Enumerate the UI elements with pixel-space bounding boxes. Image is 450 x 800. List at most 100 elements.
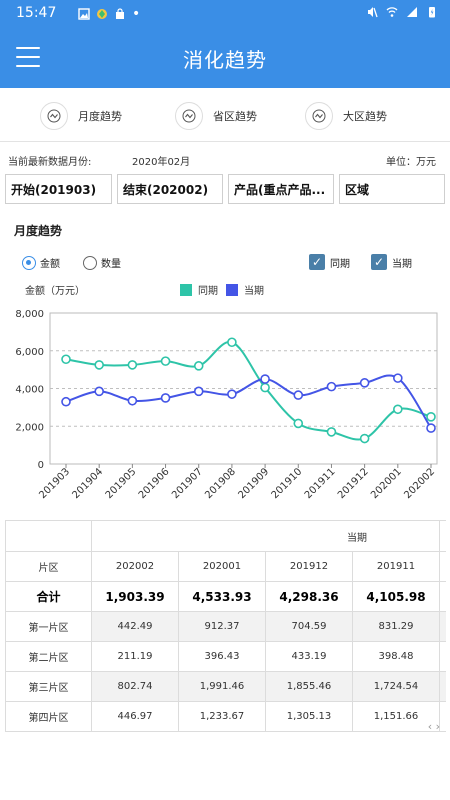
trend-icon bbox=[305, 102, 333, 130]
table-cell: 446.97 bbox=[91, 701, 179, 732]
data-point-current bbox=[127, 395, 138, 406]
quantity-radio[interactable]: 数量 bbox=[83, 255, 121, 270]
series-line-current bbox=[65, 374, 432, 429]
table-cell: 1,233.67 bbox=[178, 701, 266, 732]
table-column-header[interactable]: 202002 bbox=[91, 551, 179, 582]
y-axis-label: 金额（万元） bbox=[25, 286, 85, 297]
amount-radio[interactable]: 金额 bbox=[22, 255, 60, 270]
data-point-yoy bbox=[160, 356, 171, 366]
table-column-header[interactable]: 201912 bbox=[265, 551, 353, 582]
data-point-current bbox=[260, 374, 270, 384]
table-cell: 442.49 bbox=[91, 611, 179, 642]
tab-label: 省区趋势 bbox=[213, 110, 257, 123]
shopping-bag-icon bbox=[116, 8, 124, 19]
data-point-yoy bbox=[326, 427, 337, 437]
quantity-label: 数量 bbox=[101, 259, 121, 270]
y-tick-label: 6,000 bbox=[15, 347, 44, 358]
gallery-icon bbox=[78, 8, 90, 20]
legend-label: 当期 bbox=[244, 286, 264, 297]
table-cell: 4,105.98 bbox=[352, 581, 440, 612]
x-tick-label: 202001 bbox=[369, 466, 404, 501]
radio-unselected-icon bbox=[83, 255, 97, 270]
y-tick-label: 2,000 bbox=[15, 422, 44, 433]
wifi-icon bbox=[386, 7, 398, 17]
app-bar: 消化趋势 bbox=[0, 27, 450, 88]
checkmark-icon: ✓ bbox=[371, 254, 387, 270]
latest-month-value: 2020年02月 bbox=[132, 157, 191, 168]
legend-swatch bbox=[180, 283, 192, 296]
data-point-current bbox=[426, 423, 436, 433]
series-line-yoy bbox=[65, 341, 432, 441]
y-tick-label: 4,000 bbox=[15, 385, 44, 396]
table-cell: 211.19 bbox=[91, 641, 179, 672]
trend-icon bbox=[175, 102, 203, 130]
data-point-yoy bbox=[61, 354, 71, 365]
data-point-yoy bbox=[293, 418, 304, 429]
table-cell: 1,991.46 bbox=[178, 671, 266, 702]
x-tick-label: 201906 bbox=[137, 466, 172, 501]
table-cell: 1,903.39 bbox=[91, 581, 179, 612]
x-tick-label: 201904 bbox=[71, 466, 106, 501]
notification-dot: • bbox=[132, 6, 141, 22]
table-cell: 1,305.13 bbox=[265, 701, 353, 732]
table-cell: 1,151.66 bbox=[352, 701, 440, 732]
data-point-yoy bbox=[260, 382, 270, 393]
data-point-yoy bbox=[227, 337, 237, 348]
filter-bar: 开始(201903) 结束(202002) 产品(重点产品... 区域 bbox=[0, 174, 450, 206]
amount-label: 金额 bbox=[40, 259, 60, 270]
monthly-trend-chart: 02,0004,0006,0008,0002019032019042019052… bbox=[15, 309, 438, 501]
tab-region-trend[interactable]: 大区趋势 bbox=[305, 102, 387, 130]
legend-item-yoy[interactable]: 同期 bbox=[180, 282, 218, 297]
row-name: 第三片区 bbox=[5, 671, 92, 702]
y-tick-label: 0 bbox=[38, 460, 44, 471]
data-point-current bbox=[193, 386, 204, 397]
legend-swatch bbox=[226, 283, 238, 296]
table-scroll-arrows[interactable]: ‹ › bbox=[427, 720, 440, 733]
table-group-header: 当期 bbox=[91, 520, 440, 552]
product-filter[interactable]: 产品(重点产品... bbox=[228, 174, 334, 204]
table-row: 第四片区 446.97 1,233.67 1,305.13 1,151.66 bbox=[5, 701, 446, 732]
table-row: 第二片区 211.19 396.43 433.19 398.48 bbox=[5, 641, 446, 672]
radio-selected-icon bbox=[22, 255, 36, 270]
table-group-header-row: 当期 bbox=[5, 520, 446, 552]
table-cell: 4,298.36 bbox=[265, 581, 353, 612]
data-point-current bbox=[293, 390, 304, 400]
x-tick-label: 201905 bbox=[104, 466, 139, 501]
table-cell: 4,533.93 bbox=[178, 581, 266, 612]
x-tick-label: 201903 bbox=[37, 466, 72, 501]
x-tick-label: 201912 bbox=[336, 466, 371, 501]
table-column-header[interactable]: 202001 bbox=[178, 551, 266, 582]
trend-tabs: 月度趋势 省区趋势 大区趋势 bbox=[0, 88, 450, 142]
legend-item-current[interactable]: 当期 bbox=[226, 282, 264, 297]
tab-province-trend[interactable]: 省区趋势 bbox=[175, 102, 257, 130]
x-tick-label: 201909 bbox=[236, 466, 271, 501]
table-cell: 802.74 bbox=[91, 671, 179, 702]
table-row: 第一片区 442.49 912.37 704.59 831.29 bbox=[5, 611, 446, 642]
region-filter[interactable]: 区域 bbox=[339, 174, 445, 204]
status-time: 15:47 bbox=[16, 5, 57, 21]
x-tick-label: 201908 bbox=[203, 466, 238, 501]
table-cell: 831.29 bbox=[352, 611, 440, 642]
data-point-yoy bbox=[393, 404, 403, 415]
tab-monthly-trend[interactable]: 月度趋势 bbox=[40, 102, 122, 130]
legend-label: 同期 bbox=[198, 286, 218, 297]
table-column-header[interactable]: 201911 bbox=[352, 551, 440, 582]
data-point-yoy bbox=[94, 360, 104, 370]
data-point-current bbox=[359, 378, 370, 388]
start-month-filter[interactable]: 开始(201903) bbox=[5, 174, 112, 204]
current-checkbox[interactable]: ✓ 当期 bbox=[371, 254, 412, 270]
signal-icon bbox=[407, 7, 417, 17]
data-point-yoy bbox=[193, 361, 204, 371]
yoy-label: 同期 bbox=[330, 258, 350, 270]
data-meta-row: 当前最新数据月份: 2020年02月 单位：万元 bbox=[0, 150, 450, 170]
data-point-current bbox=[227, 389, 237, 399]
chart-legend-row: 金额（万元） 同期 当期 bbox=[0, 280, 450, 298]
tab-label: 大区趋势 bbox=[343, 110, 387, 123]
yoy-checkbox[interactable]: ✓ 同期 bbox=[309, 254, 350, 270]
table-cell: 1,724.54 bbox=[352, 671, 440, 702]
table-cell: 398.48 bbox=[352, 641, 440, 672]
end-month-filter[interactable]: 结束(202002) bbox=[117, 174, 223, 204]
hamburger-menu-icon[interactable] bbox=[16, 47, 40, 67]
data-point-yoy bbox=[426, 412, 436, 422]
x-tick-label: 202002 bbox=[402, 466, 437, 501]
